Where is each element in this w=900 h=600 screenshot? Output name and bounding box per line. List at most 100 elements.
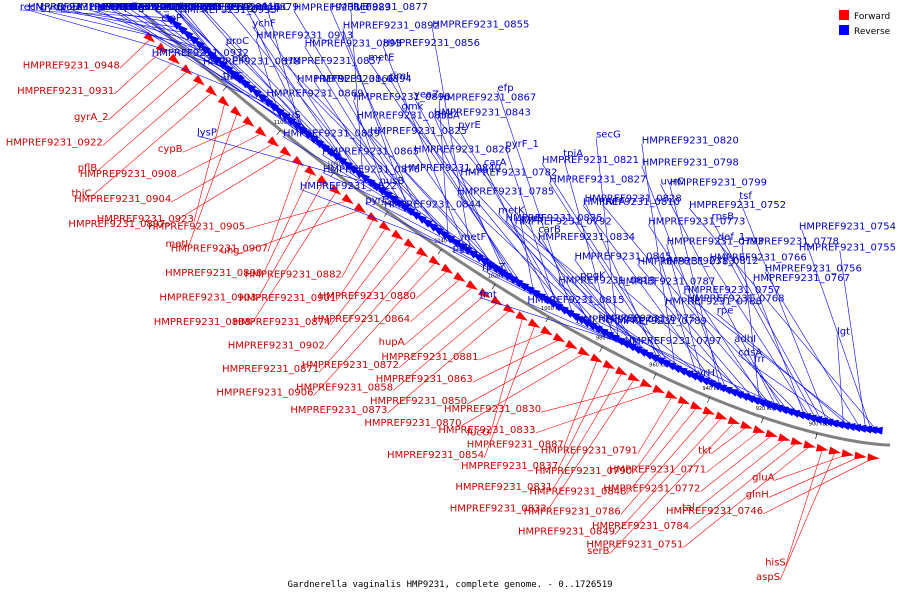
gene-label: HMPREF9231_0834 bbox=[538, 232, 635, 243]
gene-label-leader bbox=[687, 301, 800, 415]
gene-label-leader bbox=[452, 250, 585, 322]
gene-label: pyrB bbox=[521, 213, 544, 224]
gene-label-leader bbox=[557, 366, 610, 469]
gene-feature-arrow bbox=[832, 421, 845, 429]
gene-label-leader bbox=[123, 9, 255, 92]
gene-label: HMPREF9231_0853 bbox=[356, 110, 453, 121]
gene-label-leader bbox=[413, 97, 511, 278]
gene-label: secG bbox=[596, 130, 621, 141]
gene-label-leader bbox=[467, 346, 573, 405]
gene-label-leader bbox=[115, 9, 289, 119]
gene-label-leader bbox=[584, 201, 659, 360]
gene-label: HMPREF9231_0820 bbox=[642, 136, 739, 147]
gene-label-leader bbox=[415, 270, 449, 300]
gene-label-leader bbox=[293, 10, 415, 214]
gene-feature-arrow bbox=[803, 440, 816, 449]
gene-feature-arrow bbox=[453, 272, 466, 282]
gene-label: HMPREF9231_0890 bbox=[165, 268, 262, 279]
backbone-line bbox=[144, 13, 891, 447]
gene-label: gluA bbox=[752, 472, 774, 483]
gene-label: HMPREF9231_0832 bbox=[450, 503, 547, 514]
gene-label-leader bbox=[231, 61, 335, 155]
gene-label: HMPREF9231_0835 bbox=[506, 213, 603, 224]
gene-label-leader bbox=[255, 38, 278, 110]
gene-label: HMPREF9231_0815 bbox=[527, 295, 624, 306]
gene-label: thiC bbox=[72, 189, 92, 200]
gene-label-leader bbox=[614, 417, 723, 535]
gene-feature-arrow bbox=[515, 311, 528, 321]
gene-feature-arrow bbox=[230, 105, 242, 117]
gene-label: HMPREF9231_0897 bbox=[68, 219, 165, 230]
gene-label: HMPREF9231_0932 bbox=[152, 48, 249, 59]
gene-label-leader bbox=[392, 302, 498, 391]
gene-label: rpsB bbox=[712, 211, 735, 222]
gene-label: HMPREF9231_0914 bbox=[97, 2, 194, 13]
gene-label: rpe bbox=[717, 306, 734, 317]
gene-feature-arrow bbox=[465, 280, 478, 290]
gene-label: HMPREF9231_0903 bbox=[159, 293, 256, 304]
gene-feature-arrow bbox=[793, 411, 806, 420]
gene-feature-arrow bbox=[607, 333, 620, 343]
gene-label: HMPREF9231_0907 bbox=[171, 244, 268, 255]
gene-label-leader bbox=[313, 261, 436, 396]
gene-label: rimI bbox=[390, 71, 410, 82]
gene-label: HMPREF9231_0792 bbox=[515, 217, 612, 228]
gene-label-leader bbox=[620, 412, 710, 515]
gene-label-leader bbox=[637, 396, 673, 454]
gene-feature-arrow bbox=[627, 372, 641, 382]
gene-label: HMPREF9231_0934 bbox=[72, 2, 169, 13]
scale-tick-label: 1020 kbp bbox=[488, 274, 512, 280]
gene-label: HMPREF9231_0854 bbox=[387, 450, 484, 461]
gene-label-leader bbox=[483, 324, 536, 459]
gene-feature-arrow bbox=[727, 416, 741, 425]
gene-label-leader bbox=[575, 322, 681, 370]
gene-feature-arrow bbox=[708, 381, 722, 391]
gene-feature-arrow bbox=[820, 418, 834, 427]
gene-label: HMPREF9231_0746 bbox=[666, 506, 763, 517]
gene-feature-arrow bbox=[720, 386, 733, 395]
gene-label-leader bbox=[119, 38, 151, 69]
gene-label: HMPREF9231_0869 bbox=[266, 89, 363, 100]
gene-label: HMPREF9231_0881 bbox=[381, 352, 478, 363]
gene-label: HMPREF9231_0810 bbox=[583, 197, 680, 208]
gene-feature-arrow bbox=[686, 372, 700, 381]
gene-label: fmt bbox=[480, 290, 497, 301]
gene-label-leader bbox=[738, 198, 828, 422]
gene-label-leader bbox=[437, 118, 625, 343]
gene-feature-arrow bbox=[540, 325, 553, 336]
gene-label: HMPREF9231_0904 bbox=[74, 194, 171, 205]
gene-label-leader bbox=[304, 46, 403, 206]
gene-label: HMPREF9231_0843 bbox=[434, 108, 531, 119]
gene-label: uvrA bbox=[602, 196, 625, 207]
scale-tick bbox=[491, 284, 496, 290]
gene-label: cypB bbox=[158, 144, 183, 155]
gene-label-leader bbox=[717, 239, 816, 419]
gene-label: fucO bbox=[467, 428, 490, 439]
gene-label-leader bbox=[131, 9, 267, 101]
gene-label-leader bbox=[661, 263, 698, 378]
scale-tick bbox=[599, 346, 603, 353]
gene-label: clpP bbox=[161, 13, 182, 24]
gene-feature-arrow bbox=[254, 126, 267, 137]
gene-label-leader bbox=[384, 207, 477, 256]
gene-label: HMPREF9231_0892 bbox=[343, 21, 440, 32]
gene-feature-arrow bbox=[798, 413, 812, 421]
scale-tick bbox=[761, 417, 764, 424]
gene-label-leader bbox=[350, 9, 364, 176]
gene-label: HMPREF9231_0754 bbox=[799, 221, 896, 232]
genome-backbone bbox=[144, 13, 891, 447]
gene-label: HMPREF9231_0790 bbox=[535, 466, 632, 477]
gene-label-leader bbox=[552, 372, 623, 491]
gene-label-leader bbox=[114, 49, 164, 95]
gene-feature-arrow bbox=[737, 393, 750, 402]
gene-label: def_1 bbox=[718, 232, 745, 243]
scale-tick-label: 920 kbp bbox=[756, 406, 776, 412]
gene-label: HMPREF9231_0828 bbox=[585, 194, 682, 205]
gene-feature-arrow bbox=[329, 184, 342, 195]
gene-label: HMPREF9231_0858 bbox=[296, 383, 393, 394]
gene-feature-arrow bbox=[552, 332, 566, 343]
gene-label: HMPREF9231_0856 bbox=[383, 38, 480, 49]
gene-label: HMPREF9231_0793 bbox=[667, 236, 764, 247]
scale-tick bbox=[815, 433, 818, 440]
gene-label: HMPREF9231_0845 bbox=[574, 251, 671, 262]
